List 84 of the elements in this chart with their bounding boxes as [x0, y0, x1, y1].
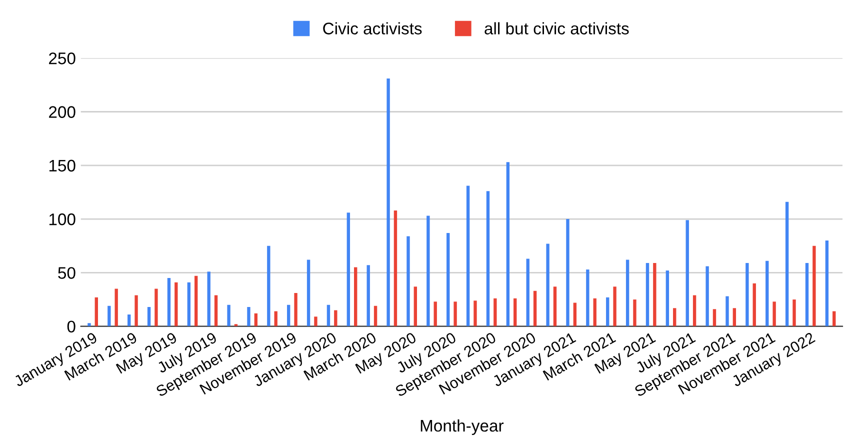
bar — [726, 296, 729, 326]
bar — [426, 216, 430, 326]
bar — [446, 232, 450, 326]
bar — [414, 286, 418, 326]
bar — [606, 297, 610, 326]
bar — [673, 308, 676, 326]
bar — [494, 298, 497, 326]
bar — [366, 265, 370, 326]
bar — [613, 286, 616, 326]
bar — [792, 299, 796, 326]
bar — [766, 260, 769, 326]
bar — [626, 260, 630, 326]
bar — [526, 258, 530, 326]
bar — [772, 302, 776, 326]
bar — [187, 282, 191, 326]
bar — [653, 263, 656, 326]
bar — [546, 244, 550, 326]
bar — [214, 295, 218, 326]
y-tick-label: 200 — [49, 106, 76, 118]
bar — [706, 266, 709, 326]
bar — [128, 314, 131, 326]
bar — [832, 311, 836, 326]
bar — [805, 263, 809, 326]
bar — [227, 304, 230, 326]
bar — [94, 297, 98, 326]
y-tick-label: 0 — [67, 320, 76, 333]
bar — [114, 288, 118, 326]
bar — [752, 283, 756, 326]
bar — [207, 272, 210, 326]
bar — [406, 236, 410, 326]
bar — [88, 323, 91, 326]
bar — [712, 309, 716, 326]
bar — [267, 246, 270, 326]
bar — [287, 304, 290, 326]
bar — [686, 220, 689, 326]
bar — [506, 162, 510, 326]
bar — [294, 293, 298, 326]
x-axis-title: Month-year — [420, 419, 504, 435]
bar — [374, 306, 378, 326]
bar — [566, 219, 570, 326]
bar — [573, 302, 577, 326]
bar — [692, 295, 696, 326]
bar — [812, 246, 816, 326]
bar — [553, 286, 557, 326]
bar — [354, 267, 358, 326]
bar — [386, 78, 390, 326]
bar — [825, 240, 829, 326]
bar — [194, 276, 198, 326]
bar — [134, 295, 138, 326]
bar — [108, 306, 111, 326]
bar — [746, 263, 749, 326]
bar — [306, 260, 310, 326]
bar — [466, 186, 470, 326]
bar — [147, 307, 151, 326]
bar — [732, 308, 736, 326]
bar — [593, 298, 596, 326]
bar — [785, 202, 789, 326]
bar — [167, 278, 171, 326]
legend-label: all but civic activists — [484, 22, 629, 34]
bar — [586, 269, 590, 326]
bar — [454, 302, 457, 326]
bar — [394, 210, 398, 326]
y-tick-label: 50 — [58, 267, 76, 279]
bar — [314, 316, 318, 326]
bar — [247, 307, 250, 326]
bar — [486, 191, 490, 326]
bar — [174, 282, 178, 326]
bar — [346, 212, 350, 326]
legend-label: Civic activists — [323, 22, 422, 34]
bar — [646, 263, 650, 326]
bar — [533, 290, 537, 326]
bar — [254, 313, 258, 326]
bar — [474, 300, 477, 326]
bar — [334, 310, 338, 326]
bar — [633, 299, 636, 326]
bar — [666, 270, 670, 326]
bar — [154, 288, 158, 326]
y-tick-label: 150 — [49, 160, 76, 172]
y-tick-label: 250 — [49, 52, 76, 64]
bar — [326, 304, 330, 326]
bar — [514, 298, 517, 326]
y-tick-label: 100 — [49, 213, 76, 226]
bar — [434, 302, 437, 326]
bar — [274, 311, 278, 326]
